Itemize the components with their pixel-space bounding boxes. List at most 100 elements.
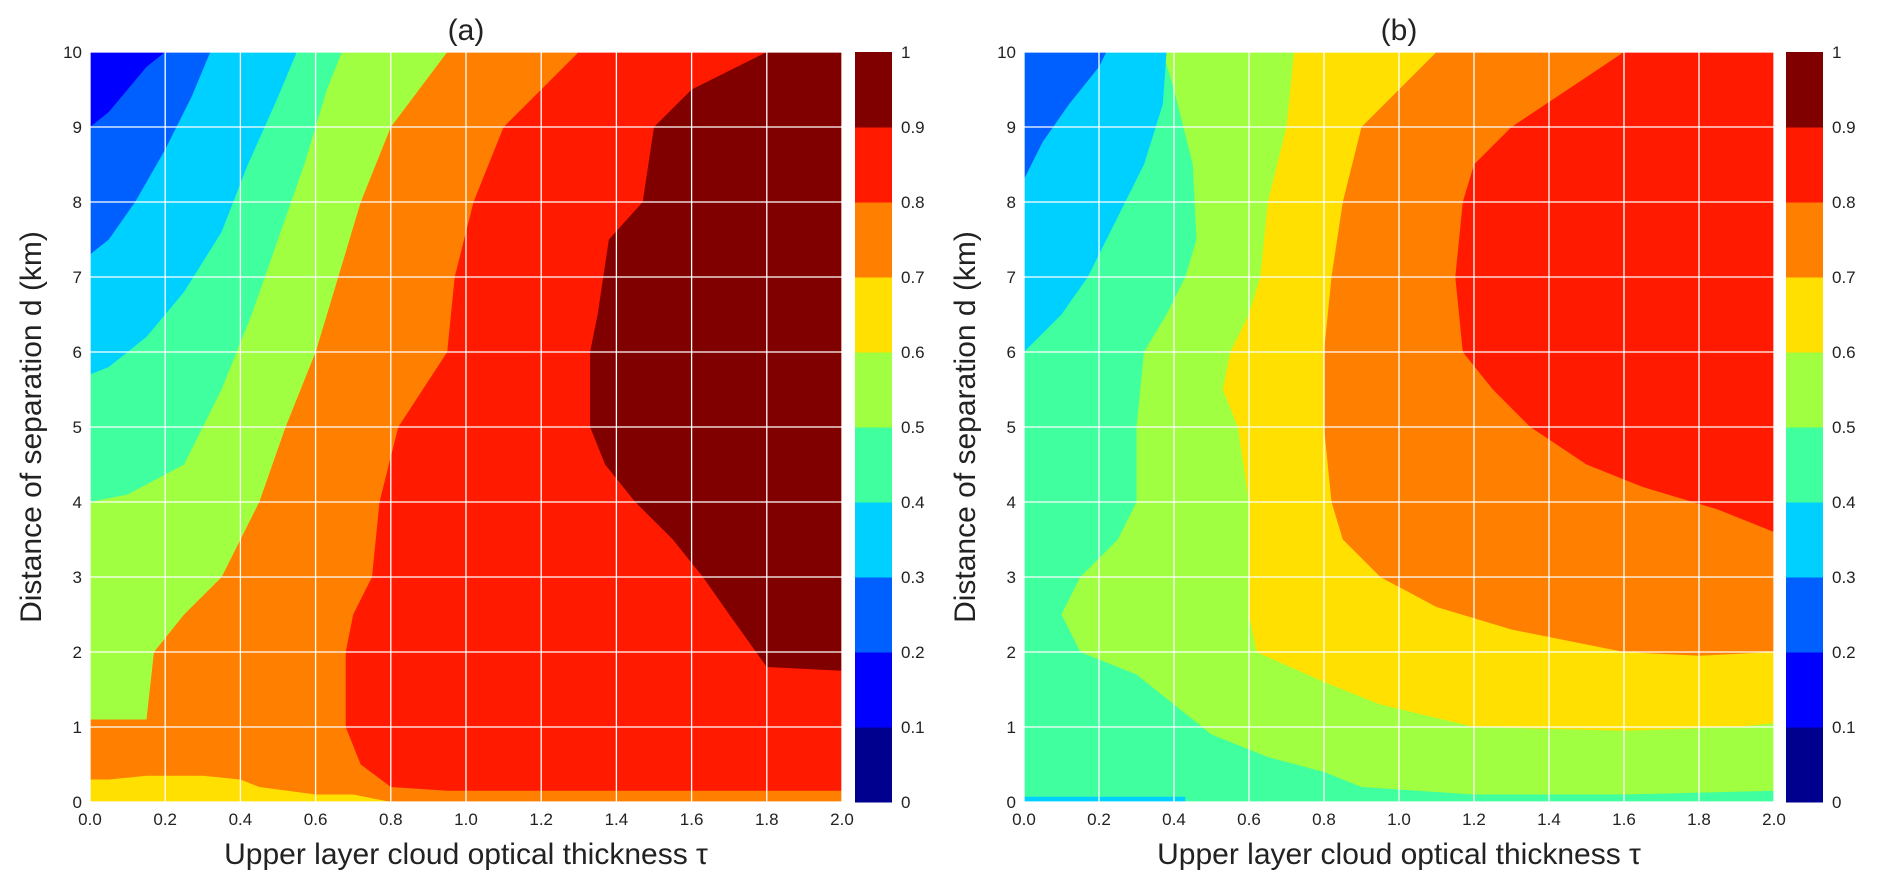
colorbar-tick-label: 0.7	[901, 268, 925, 287]
colorbar-tick-label: 0.2	[901, 643, 925, 662]
colorbar-tick-label: 0.1	[901, 718, 925, 737]
y-tick-labels: 0 1 2 3 4 5 6 7 8 9 10	[997, 43, 1016, 812]
x-tick-labels: 0.0 0.2 0.4 0.6 0.8 1.0 1.2 1.4 1.6 1.8 2.0	[1012, 810, 1786, 829]
y-tick-label: 8	[1007, 193, 1016, 212]
x-tick-label: 1.4	[605, 810, 629, 829]
x-tick-label: 0.6	[1237, 810, 1261, 829]
x-tick-label: 2.0	[830, 810, 854, 829]
chart-title: (b)	[1381, 14, 1418, 47]
x-tick-label: 0.2	[1087, 810, 1111, 829]
colorbar-tick-label: 1	[901, 43, 910, 62]
colorbar-segment	[855, 352, 892, 428]
colorbar-segment	[1786, 202, 1823, 278]
x-tick-label: 0.0	[1012, 810, 1036, 829]
colorbar-segment	[855, 577, 892, 653]
y-axis-label: Distance of separation d (km)	[949, 231, 982, 623]
x-tick-label: 1.0	[1387, 810, 1411, 829]
colorbar-segment	[855, 727, 892, 803]
x-tick-label: 0.6	[304, 810, 328, 829]
y-tick-label: 9	[73, 118, 82, 137]
y-tick-label: 10	[997, 43, 1016, 62]
contour-region-0.3-0.4	[1024, 796, 1186, 802]
colorbar-segment	[1786, 577, 1823, 653]
contour-region-0.9-1	[590, 52, 842, 671]
colorbar-tick-label: 0.2	[1832, 643, 1856, 662]
x-axis-label: Upper layer cloud optical thickness τ	[224, 838, 708, 871]
y-tick-label: 10	[63, 43, 82, 62]
y-tick-label: 0	[73, 793, 82, 812]
contour-regions	[1024, 52, 1774, 802]
y-tick-label: 4	[73, 493, 82, 512]
colorbar: 0 0.1 0.2 0.3 0.4 0.5 0.6 0.7 0.8 0.9 1	[1786, 43, 1856, 812]
chart-panel-a: 0.0 0.2 0.4 0.6 0.8 1.0 1.2 1.4 1.6 1.8 2.0 0 1 2 3 4 5 6…	[15, 14, 925, 871]
y-tick-label: 2	[73, 643, 82, 662]
y-tick-label: 1	[73, 718, 82, 737]
colorbar-tick-label: 0	[1832, 793, 1841, 812]
colorbar-tick-label: 0.6	[901, 343, 925, 362]
x-tick-label: 0.8	[379, 810, 403, 829]
x-tick-label: 1.0	[454, 810, 478, 829]
colorbar-tick-label: 0.3	[901, 568, 925, 587]
y-tick-labels: 0 1 2 3 4 5 6 7 8 9 10	[63, 43, 82, 812]
colorbar-segment	[855, 277, 892, 353]
x-tick-label: 1.8	[755, 810, 779, 829]
x-tick-label: 0.0	[78, 810, 102, 829]
contour-region-0.1-0.2	[90, 52, 166, 127]
colorbar-segment	[855, 127, 892, 203]
x-tick-label: 1.2	[1462, 810, 1486, 829]
colorbar-segment	[855, 502, 892, 578]
x-axis-label: Upper layer cloud optical thickness τ	[1157, 838, 1641, 871]
colorbar-segment	[855, 652, 892, 728]
y-tick-label: 4	[1007, 493, 1016, 512]
colorbar-tick-label: 1	[1832, 43, 1841, 62]
colorbar-segment	[1786, 352, 1823, 428]
y-tick-label: 3	[73, 568, 82, 587]
x-tick-label: 0.2	[153, 810, 177, 829]
colorbar-tick-label: 0.6	[1832, 343, 1856, 362]
colorbar-segment	[1786, 127, 1823, 203]
y-tick-label: 0	[1007, 793, 1016, 812]
contour-region-0.2-0.3	[90, 52, 211, 255]
colorbar-segment	[1786, 52, 1823, 128]
colorbar-tick-label: 0.7	[1832, 268, 1856, 287]
y-tick-label: 5	[1007, 418, 1016, 437]
colorbar-segment	[1786, 277, 1823, 353]
colorbar-segment	[855, 52, 892, 128]
y-tick-label: 2	[1007, 643, 1016, 662]
chart-title: (a)	[448, 14, 485, 47]
x-tick-label: 0.8	[1312, 810, 1336, 829]
grid	[1023, 51, 1775, 803]
y-tick-label: 3	[1007, 568, 1016, 587]
colorbar-tick-label: 0.3	[1832, 568, 1856, 587]
colorbar-segment	[855, 202, 892, 278]
colorbar-segment	[1786, 652, 1823, 728]
x-tick-label: 1.6	[680, 810, 704, 829]
colorbar-tick-label: 0.8	[901, 193, 925, 212]
x-tick-label: 1.8	[1687, 810, 1711, 829]
y-tick-label: 1	[1007, 718, 1016, 737]
colorbar-tick-label: 0.9	[1832, 118, 1856, 137]
contour-region-0.2-0.3	[1024, 52, 1107, 180]
y-tick-label: 9	[1007, 118, 1016, 137]
contour-region-0.8-0.9	[1455, 52, 1774, 532]
colorbar-tick-label: 0.4	[1832, 493, 1856, 512]
x-tick-labels: 0.0 0.2 0.4 0.6 0.8 1.0 1.2 1.4 1.6 1.8 2.0	[78, 810, 854, 829]
colorbar-tick-label: 0.5	[901, 418, 925, 437]
colorbar-segment	[1786, 427, 1823, 503]
x-tick-label: 2.0	[1762, 810, 1786, 829]
grid	[89, 51, 843, 803]
x-tick-label: 1.2	[529, 810, 553, 829]
x-tick-label: 1.4	[1537, 810, 1561, 829]
x-tick-label: 0.4	[1162, 810, 1186, 829]
colorbar: 0 0.1 0.2 0.3 0.4 0.5 0.6 0.7 0.8 0.9 1	[855, 43, 925, 812]
colorbar-tick-label: 0.1	[1832, 718, 1856, 737]
colorbar-segment	[1786, 727, 1823, 803]
colorbar-tick-label: 0.4	[901, 493, 925, 512]
x-tick-label: 1.6	[1612, 810, 1636, 829]
colorbar-tick-label: 0.8	[1832, 193, 1856, 212]
colorbar-segment	[1786, 502, 1823, 578]
y-tick-label: 6	[73, 343, 82, 362]
chart-panel-b: 0.0 0.2 0.4 0.6 0.8 1.0 1.2 1.4 1.6 1.8 2.0 0 1 2 3 4 5 6…	[949, 14, 1856, 871]
y-tick-label: 7	[1007, 268, 1016, 287]
